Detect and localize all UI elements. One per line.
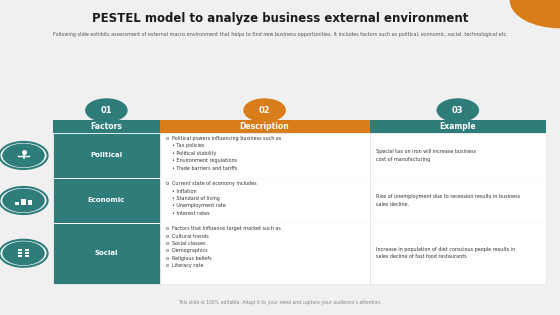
FancyBboxPatch shape [25, 252, 29, 254]
Text: Example: Example [440, 122, 476, 131]
FancyBboxPatch shape [53, 120, 160, 133]
FancyBboxPatch shape [370, 120, 546, 133]
FancyBboxPatch shape [160, 178, 370, 223]
FancyBboxPatch shape [25, 255, 29, 257]
Text: 03: 03 [452, 106, 464, 115]
Wedge shape [510, 0, 560, 28]
Text: 01: 01 [101, 106, 112, 115]
Text: Political: Political [90, 152, 123, 158]
Text: Rise of unemployment due to recession results in business
sales decline.: Rise of unemployment due to recession re… [376, 194, 520, 207]
FancyBboxPatch shape [370, 133, 546, 178]
Text: o  Political powers influencing business such as
    • Tax policies
    • Politi: o Political powers influencing business … [166, 136, 282, 171]
FancyBboxPatch shape [370, 223, 546, 284]
FancyBboxPatch shape [160, 133, 370, 178]
Circle shape [0, 187, 48, 214]
Circle shape [243, 98, 286, 122]
Text: 02: 02 [259, 106, 270, 115]
Circle shape [2, 144, 45, 168]
FancyBboxPatch shape [160, 223, 370, 284]
FancyBboxPatch shape [28, 201, 32, 205]
FancyBboxPatch shape [15, 202, 19, 205]
Circle shape [0, 142, 48, 169]
Text: o  Current state of economy includes
    • Inflation
    • Standard of living
  : o Current state of economy includes • In… [166, 181, 257, 216]
Text: Increase in population of diet conscious people results in
sales decline of fast: Increase in population of diet conscious… [376, 247, 516, 260]
Circle shape [0, 240, 48, 267]
FancyBboxPatch shape [18, 249, 22, 251]
FancyBboxPatch shape [160, 120, 370, 133]
Text: Factors: Factors [91, 122, 122, 131]
FancyBboxPatch shape [21, 199, 26, 205]
Text: Following slide exhibits assessment of external macro environment that helps to : Following slide exhibits assessment of e… [53, 32, 507, 37]
Text: o  Factors that influence target market such as
o  Cultural trends
o  Social cla: o Factors that influence target market s… [166, 226, 281, 268]
FancyBboxPatch shape [18, 252, 22, 254]
FancyBboxPatch shape [370, 178, 546, 223]
FancyBboxPatch shape [53, 133, 160, 178]
Circle shape [85, 98, 128, 122]
Text: PESTEL model to analyze business external environment: PESTEL model to analyze business externa… [92, 12, 468, 26]
FancyBboxPatch shape [53, 178, 160, 223]
FancyBboxPatch shape [25, 249, 29, 251]
FancyBboxPatch shape [53, 223, 160, 284]
Circle shape [437, 98, 479, 122]
Text: Economic: Economic [88, 198, 125, 203]
Text: Social: Social [95, 250, 118, 256]
Text: Description: Description [240, 122, 290, 131]
Circle shape [2, 241, 45, 265]
Text: Special tax on iron will increase business
cost of manufacturing: Special tax on iron will increase busine… [376, 149, 477, 162]
FancyBboxPatch shape [18, 255, 22, 257]
Circle shape [2, 188, 45, 212]
Text: This slide is 100% editable. Adapt it to your need and capture your audience’s a: This slide is 100% editable. Adapt it to… [178, 300, 382, 305]
